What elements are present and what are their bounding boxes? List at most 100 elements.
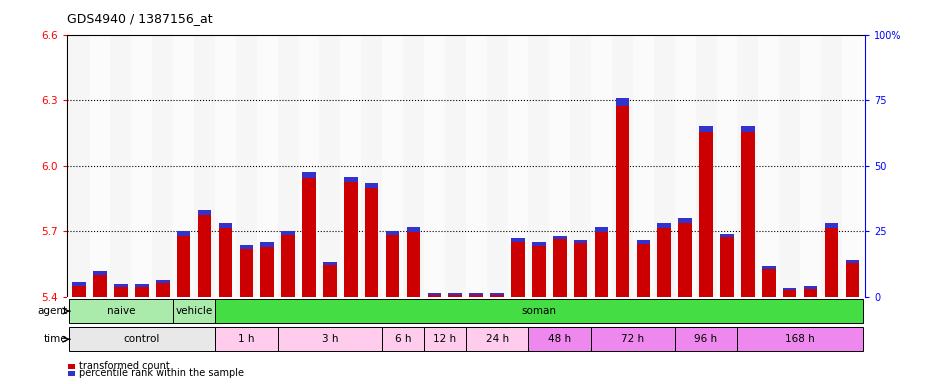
Bar xyxy=(198,210,211,215)
Text: agent: agent xyxy=(37,306,67,316)
Bar xyxy=(779,35,800,297)
Bar xyxy=(449,293,462,295)
Text: transformed count: transformed count xyxy=(79,361,169,371)
Text: control: control xyxy=(124,334,160,344)
Text: 24 h: 24 h xyxy=(486,334,509,344)
Bar xyxy=(528,328,591,351)
Bar xyxy=(177,232,191,236)
Bar xyxy=(135,284,149,287)
Bar xyxy=(842,35,863,297)
Bar xyxy=(574,240,587,297)
Bar xyxy=(215,328,278,351)
Bar xyxy=(281,232,295,297)
Bar xyxy=(633,35,654,297)
Bar xyxy=(591,35,612,297)
Bar xyxy=(825,223,838,297)
Bar xyxy=(636,240,650,244)
Bar xyxy=(427,293,441,297)
Bar xyxy=(532,242,546,246)
Bar xyxy=(465,35,487,297)
Bar xyxy=(678,218,692,223)
Bar xyxy=(512,238,524,297)
Bar xyxy=(131,35,153,297)
Bar xyxy=(364,183,378,188)
Bar xyxy=(612,35,633,297)
Bar xyxy=(783,288,796,290)
Bar xyxy=(699,126,713,297)
Bar xyxy=(344,177,358,182)
Bar xyxy=(236,35,257,297)
Bar xyxy=(302,172,315,297)
Bar xyxy=(323,262,337,297)
Bar xyxy=(382,35,403,297)
Text: 48 h: 48 h xyxy=(549,334,572,344)
Bar xyxy=(110,35,131,297)
Bar xyxy=(156,280,169,297)
Bar xyxy=(278,35,299,297)
Bar xyxy=(658,223,671,297)
Bar xyxy=(528,35,549,297)
Bar xyxy=(261,242,274,247)
Bar xyxy=(194,35,215,297)
Bar xyxy=(762,266,775,297)
Bar xyxy=(407,227,420,297)
Bar xyxy=(717,35,737,297)
Text: 168 h: 168 h xyxy=(785,334,815,344)
Bar xyxy=(68,35,90,297)
Bar xyxy=(465,328,528,351)
Text: 1 h: 1 h xyxy=(238,334,254,344)
Bar xyxy=(553,236,567,297)
Bar xyxy=(445,35,466,297)
Bar xyxy=(364,183,378,297)
Bar xyxy=(135,284,149,297)
Bar xyxy=(386,232,400,235)
Bar xyxy=(114,284,128,297)
Bar xyxy=(427,293,441,295)
Text: percentile rank within the sample: percentile rank within the sample xyxy=(79,368,243,378)
Bar xyxy=(299,35,319,297)
Bar xyxy=(699,126,713,132)
Bar xyxy=(68,328,215,351)
Bar xyxy=(449,293,462,297)
Bar xyxy=(173,299,215,323)
Text: vehicle: vehicle xyxy=(176,306,213,316)
Bar xyxy=(762,266,775,269)
Bar xyxy=(658,223,671,228)
Bar xyxy=(591,328,674,351)
Text: soman: soman xyxy=(522,306,556,316)
Bar xyxy=(340,35,362,297)
Bar xyxy=(424,328,465,351)
Bar xyxy=(678,218,692,297)
Bar xyxy=(469,293,483,297)
Bar xyxy=(800,35,821,297)
Bar xyxy=(508,35,528,297)
Text: GDS4940 / 1387156_at: GDS4940 / 1387156_at xyxy=(67,12,212,25)
Bar xyxy=(549,35,570,297)
Bar xyxy=(674,328,737,351)
Bar xyxy=(215,35,236,297)
Bar xyxy=(93,271,106,275)
Bar xyxy=(490,293,504,295)
Bar xyxy=(177,232,191,297)
Bar xyxy=(240,245,253,297)
Text: 12 h: 12 h xyxy=(433,334,456,344)
Bar xyxy=(302,172,315,179)
Bar xyxy=(278,328,382,351)
Bar xyxy=(737,328,863,351)
Bar xyxy=(737,35,758,297)
Bar xyxy=(323,262,337,265)
Bar xyxy=(512,238,524,242)
Bar xyxy=(654,35,674,297)
Bar xyxy=(386,232,400,297)
Bar xyxy=(261,242,274,297)
Bar xyxy=(281,232,295,235)
Bar xyxy=(845,260,859,297)
Bar xyxy=(153,35,173,297)
Bar xyxy=(215,299,863,323)
Bar xyxy=(696,35,717,297)
Bar xyxy=(218,223,232,297)
Bar xyxy=(424,35,445,297)
Bar xyxy=(553,236,567,239)
Bar xyxy=(198,210,211,297)
Bar xyxy=(362,35,382,297)
